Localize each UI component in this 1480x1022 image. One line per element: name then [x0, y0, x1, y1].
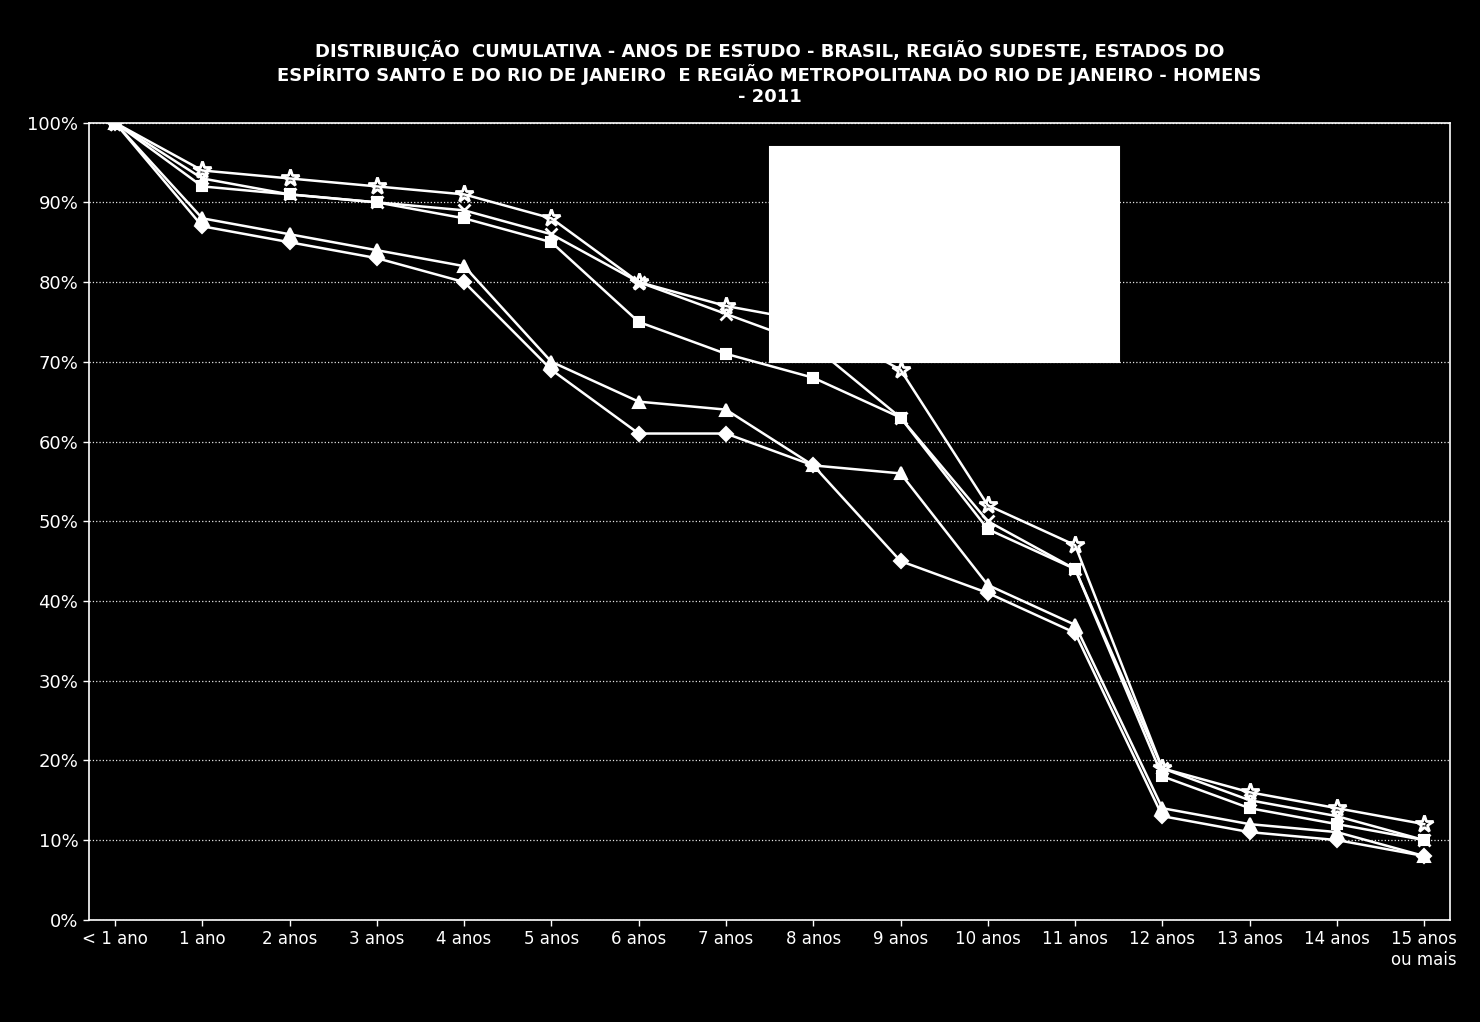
- FancyBboxPatch shape: [770, 146, 1119, 362]
- Title: DISTRIBUIÇÃO  CUMULATIVA - ANOS DE ESTUDO - BRASIL, REGIÃO SUDESTE, ESTADOS DO
E: DISTRIBUIÇÃO CUMULATIVA - ANOS DE ESTUDO…: [277, 40, 1262, 106]
